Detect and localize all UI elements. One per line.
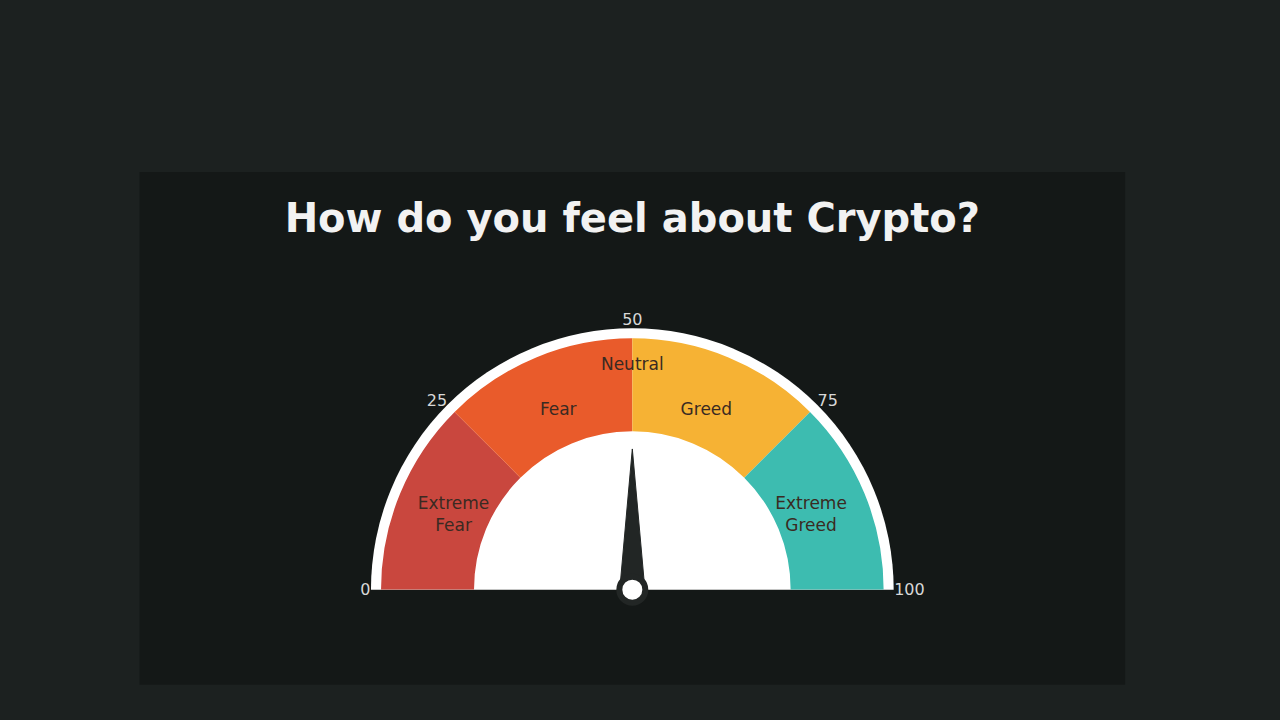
svg-text:0: 0 bbox=[360, 580, 370, 599]
svg-text:How do you feel about Crypto?: How do you feel about Crypto? bbox=[285, 195, 980, 241]
svg-text:50: 50 bbox=[622, 310, 642, 329]
svg-text:ExtremeGreed: ExtremeGreed bbox=[775, 493, 847, 535]
svg-text:Fear: Fear bbox=[540, 399, 577, 419]
svg-text:ExtremeFear: ExtremeFear bbox=[418, 493, 490, 535]
svg-text:Greed: Greed bbox=[681, 399, 733, 419]
svg-text:Neutral: Neutral bbox=[601, 354, 664, 374]
svg-text:75: 75 bbox=[817, 391, 837, 410]
svg-text:25: 25 bbox=[427, 391, 447, 410]
svg-text:100: 100 bbox=[894, 580, 925, 599]
